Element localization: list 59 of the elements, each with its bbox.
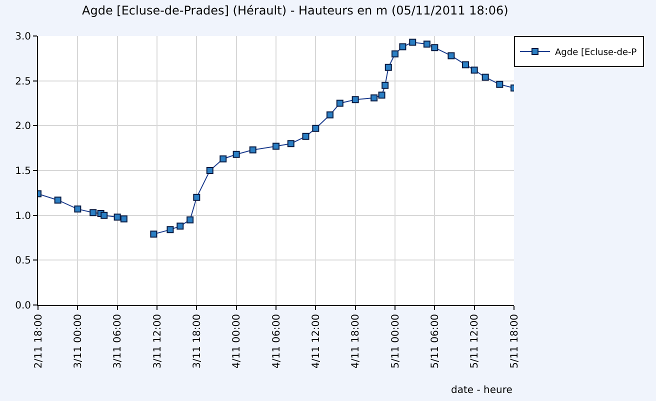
x-tick-label: 2/11 18:00 bbox=[33, 314, 44, 368]
point bbox=[399, 43, 406, 50]
point bbox=[150, 230, 158, 238]
point bbox=[370, 94, 378, 102]
point bbox=[336, 100, 344, 107]
x-tick-label: 3/11 00:00 bbox=[72, 314, 84, 368]
x-tick-label: 3/11 18:00 bbox=[192, 314, 203, 368]
point bbox=[352, 96, 359, 104]
x-tick-label: 4/11 12:00 bbox=[310, 314, 322, 368]
point bbox=[302, 132, 310, 140]
x-axis-title: date - heure bbox=[451, 385, 512, 396]
y-tick-label: 1.5 bbox=[15, 166, 31, 177]
y-tick-label: 3.0 bbox=[15, 32, 31, 42]
point bbox=[423, 40, 430, 48]
point bbox=[312, 124, 320, 132]
y-tick-label: 2.5 bbox=[15, 76, 31, 88]
point bbox=[382, 82, 389, 89]
point bbox=[448, 52, 455, 60]
chart-title: Agde [Ecluse-de-Prades] (Hérault) - Hauteurs en m (05/11/2011 18:06) bbox=[82, 3, 508, 18]
x-tick-label: 3/11 12:00 bbox=[152, 314, 164, 368]
point bbox=[431, 44, 438, 52]
point bbox=[90, 209, 97, 216]
point bbox=[287, 140, 294, 148]
y-tick-label: 0.5 bbox=[15, 256, 31, 267]
point bbox=[462, 61, 470, 68]
x-tick-label: 4/11 18:00 bbox=[350, 314, 362, 368]
point bbox=[384, 64, 392, 71]
point bbox=[193, 194, 200, 201]
point bbox=[206, 167, 214, 174]
y-tick-label: 0.0 bbox=[15, 300, 31, 312]
x-tick-label: 5/11 00:00 bbox=[390, 314, 402, 368]
point bbox=[496, 80, 504, 88]
point bbox=[220, 155, 227, 162]
y-tick-label: 2.0 bbox=[15, 121, 31, 132]
point bbox=[378, 92, 386, 99]
point bbox=[392, 50, 398, 58]
point bbox=[114, 214, 121, 221]
point bbox=[186, 216, 194, 224]
x-tick-label: 5/11 12:00 bbox=[470, 314, 481, 368]
x-tick-label: 3/11 06:00 bbox=[112, 314, 124, 368]
point bbox=[249, 146, 256, 154]
x-tick-label: 5/11 18:00 bbox=[509, 314, 520, 368]
point bbox=[100, 212, 108, 219]
x-tick-label: 4/11 00:00 bbox=[232, 314, 243, 368]
y-tick-label: 1.0 bbox=[15, 210, 31, 222]
point bbox=[232, 150, 240, 158]
point bbox=[470, 66, 478, 74]
point bbox=[54, 196, 62, 204]
legend-label: Agde [Ecluse-de-P bbox=[555, 48, 638, 58]
x-tick-label: 5/11 06:00 bbox=[430, 314, 441, 368]
point bbox=[482, 74, 489, 81]
point bbox=[272, 142, 280, 150]
point bbox=[166, 226, 174, 234]
point bbox=[74, 206, 82, 213]
point bbox=[409, 38, 416, 46]
point bbox=[326, 111, 334, 118]
x-tick-label: 4/11 06:00 bbox=[271, 314, 282, 368]
point bbox=[120, 215, 128, 222]
point bbox=[176, 222, 184, 230]
